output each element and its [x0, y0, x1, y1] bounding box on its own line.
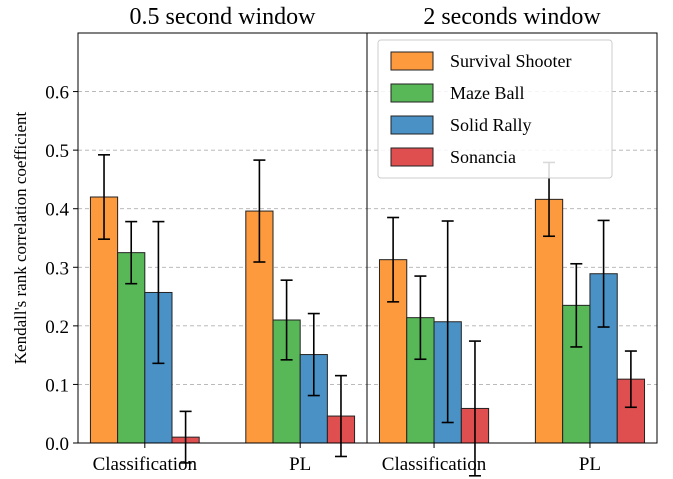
legend-swatch: [390, 147, 434, 167]
axes-frame: [366, 32, 658, 444]
x-tick-label: Classification: [382, 454, 487, 475]
y-tick-label: 0.3: [45, 258, 69, 279]
y-axis-label: Kendall's rank correlation coefficient: [11, 112, 30, 365]
x-tick-label: PL: [579, 454, 601, 475]
y-tick-label: 0.4: [45, 200, 69, 221]
y-tick-label: 0.6: [45, 83, 69, 104]
x-tick-label: PL: [289, 454, 311, 475]
legend-label: Sonancia: [450, 147, 516, 167]
legend-label: Maze Ball: [450, 83, 524, 103]
legend-swatch: [390, 115, 434, 135]
error-bar: [387, 216, 400, 303]
error-bar: [597, 219, 610, 328]
error-bar: [624, 350, 637, 409]
y-tick-label: 0.1: [45, 375, 69, 396]
legend-swatch: [390, 51, 434, 71]
y-tick-label: 0.2: [45, 317, 69, 338]
error-bar: [468, 340, 481, 477]
error-bar: [441, 220, 454, 424]
error-bar: [179, 410, 192, 464]
panel-title: 0.5 second window: [130, 4, 317, 30]
legend-label: Survival Shooter: [450, 51, 572, 71]
error-bar: [280, 279, 293, 361]
x-tick-label: Classification: [93, 454, 198, 475]
bar: [534, 198, 564, 444]
error-bar: [253, 159, 266, 263]
error-bar: [414, 275, 427, 361]
error-bar: [307, 312, 320, 397]
error-bar: [125, 220, 138, 285]
legend-label: Solid Rally: [450, 115, 532, 135]
y-tick-label: 0.0: [45, 434, 69, 455]
legend: Survival Shooter Maze Ball Solid Rally Sona…: [377, 39, 613, 179]
error-bar: [152, 220, 165, 365]
panel-title: 2 seconds window: [423, 4, 601, 30]
legend-box: [377, 39, 613, 179]
error-bar: [570, 262, 583, 348]
y-tick-label: 0.5: [45, 141, 69, 162]
legend-swatch: [390, 83, 434, 103]
error-bar: [98, 154, 111, 240]
